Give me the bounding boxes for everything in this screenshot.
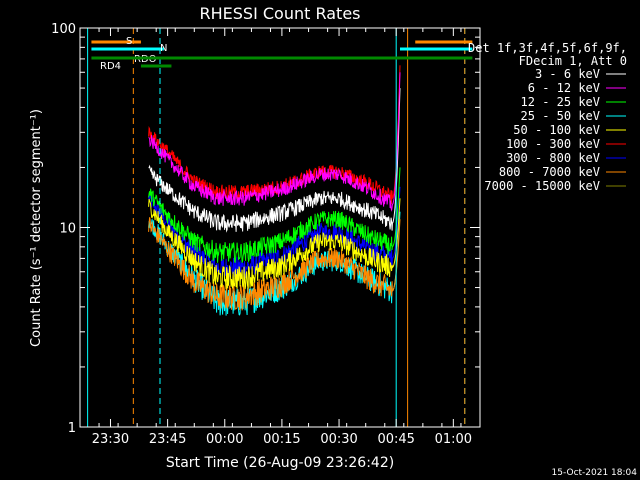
state-bars: SNRDORD4 bbox=[91, 36, 473, 72]
series-curves bbox=[148, 65, 401, 316]
legend-entry-label: 800 - 7000 keV bbox=[499, 165, 600, 179]
legend: Det 1f,3f,4f,5f,6f,9f,FDecim 1, Att 03 -… bbox=[468, 41, 627, 193]
series-line bbox=[148, 167, 401, 264]
y-tick-label: 100 bbox=[51, 22, 76, 37]
chart-title: RHESSI Count Rates bbox=[200, 4, 361, 23]
axes: 23:30 23:45 00:00 00:15 00:30 00:45 01:00 1 10 10… bbox=[51, 22, 481, 447]
x-tick-label: 23:45 bbox=[149, 432, 186, 447]
y-tick-label: 10 bbox=[59, 222, 76, 237]
y-tick-label: 1 bbox=[68, 421, 76, 436]
plot-frame bbox=[79, 27, 481, 428]
legend-entry-label: 3 - 6 keV bbox=[535, 67, 600, 81]
state-bar-label: RD4 bbox=[100, 61, 121, 72]
timestamp: 15-Oct-2021 18:04 bbox=[552, 468, 638, 478]
legend-entry-label: 6 - 12 keV bbox=[528, 81, 600, 95]
x-tick-label: 23:30 bbox=[92, 432, 129, 447]
series-line bbox=[148, 198, 401, 290]
legend-entry-label: 50 - 100 keV bbox=[513, 123, 600, 137]
legend-entry-label: 12 - 25 keV bbox=[521, 95, 600, 109]
vertical-markers bbox=[87, 28, 466, 427]
x-axis-label: Start Time (26-Aug-09 23:26:42) bbox=[166, 455, 394, 471]
x-tick-label: 00:30 bbox=[320, 432, 357, 447]
x-tick-label: 00:45 bbox=[377, 432, 414, 447]
legend-entry-label: 100 - 300 keV bbox=[506, 137, 600, 151]
legend-entry-label: 25 - 50 keV bbox=[521, 109, 600, 123]
series-line bbox=[148, 217, 401, 311]
series-line bbox=[148, 88, 401, 233]
x-tick-label: 00:00 bbox=[206, 432, 243, 447]
legend-entry-label: 7000 - 15000 keV bbox=[484, 179, 600, 193]
y-axis-label: Count Rate (s⁻¹ detector segment⁻¹) bbox=[29, 109, 44, 347]
legend-header: FDecim 1, Att 0 bbox=[519, 54, 627, 68]
series-line bbox=[148, 72, 401, 212]
x-tick-label: 00:15 bbox=[263, 432, 300, 447]
state-bar-label: S bbox=[126, 36, 132, 47]
state-bar-label: N bbox=[160, 43, 167, 54]
x-tick-label: 01:00 bbox=[435, 432, 472, 447]
legend-entry-label: 300 - 800 keV bbox=[506, 151, 600, 165]
legend-header: Det 1f,3f,4f,5f,6f,9f, bbox=[468, 41, 627, 55]
